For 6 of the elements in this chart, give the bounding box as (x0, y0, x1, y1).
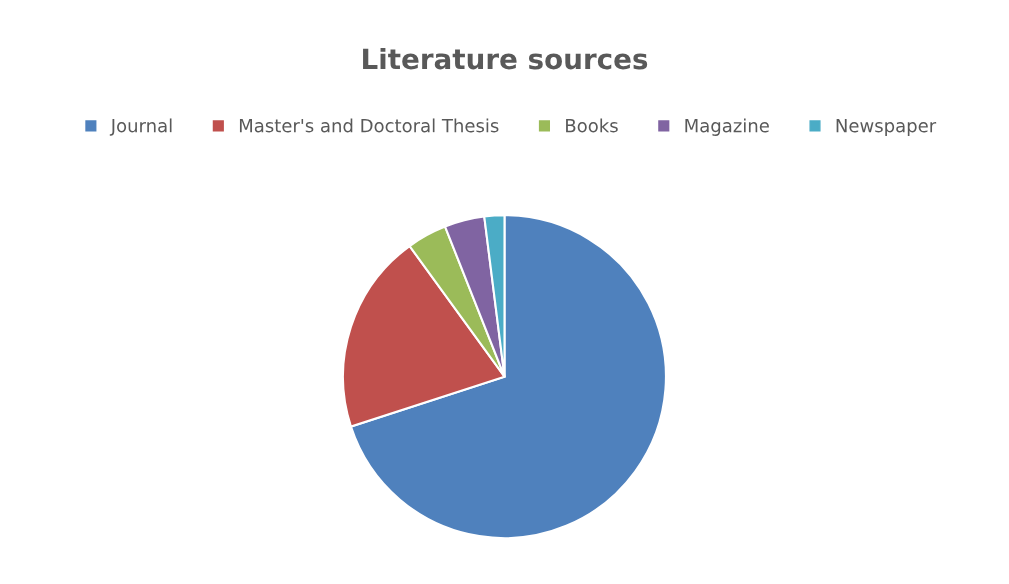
legend-label: Magazine (685, 118, 769, 136)
legend-label: Newspaper (836, 119, 937, 136)
chart-title: Literature sources (363, 47, 648, 70)
legend-label: Books (566, 118, 618, 133)
legend-label: Journal (109, 118, 172, 136)
legend-label: Master's and Doctoral Thesis (239, 118, 499, 133)
